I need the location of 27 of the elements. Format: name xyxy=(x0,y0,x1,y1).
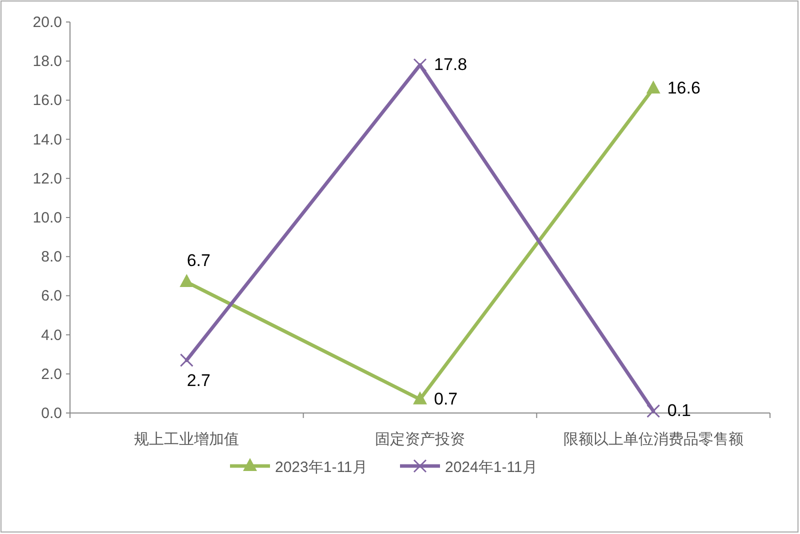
data-label: 17.8 xyxy=(434,55,468,74)
point xyxy=(180,274,194,288)
legend-label: 2024年1-11月 xyxy=(445,459,538,476)
data-label: 16.6 xyxy=(667,78,700,98)
x-tick-label: 规上工业增加值 xyxy=(134,431,240,448)
point xyxy=(646,404,660,418)
y-tick-label: 4.0 xyxy=(41,326,62,344)
x-tick-label: 限额以上单位消费品零售额 xyxy=(563,431,744,448)
y-tick-label: 8.0 xyxy=(41,248,62,266)
y-tick-label: 0.0 xyxy=(41,405,62,422)
point xyxy=(413,391,427,404)
y-tick-label: 18.0 xyxy=(32,53,62,70)
y-tick-label: 14.0 xyxy=(32,131,62,148)
y-tick-label: 6.0 xyxy=(41,288,62,305)
y-tick-label: 20.0 xyxy=(32,14,62,31)
data-label: 2.7 xyxy=(186,371,210,390)
data-label: 0.1 xyxy=(667,401,691,420)
y-tick-label: 10.0 xyxy=(32,210,62,226)
y-tick-label: 16.0 xyxy=(32,92,62,110)
legend-label: 2023年1-11月 xyxy=(275,459,368,476)
data-label: 0.7 xyxy=(434,389,458,408)
y-tick-label: 12.0 xyxy=(32,170,62,188)
point xyxy=(180,353,194,367)
y-tick-label: 2.0 xyxy=(41,366,62,383)
point xyxy=(646,80,660,94)
data-label: 6.7 xyxy=(186,251,210,270)
x-tick-label: 固定资产投资 xyxy=(375,431,465,448)
